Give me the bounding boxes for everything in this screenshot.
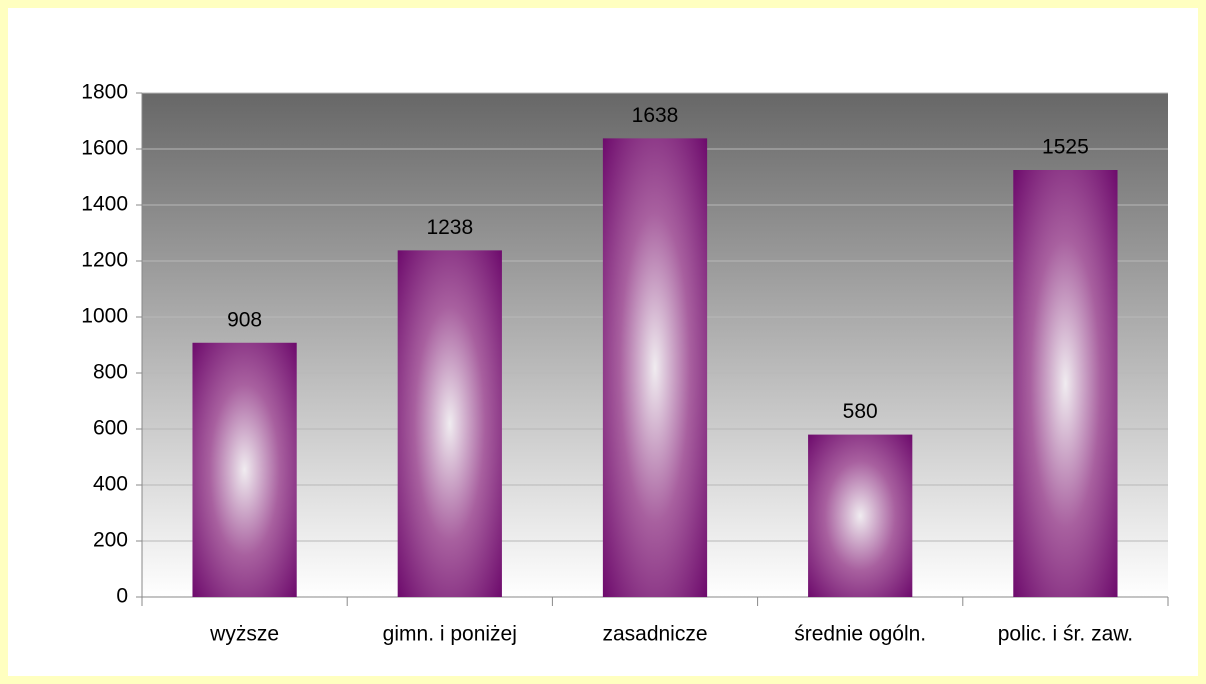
value-label: 908 (227, 308, 262, 331)
bar (397, 250, 502, 598)
y-tick-label: 0 (116, 585, 128, 608)
y-tick-label: 400 (93, 473, 128, 496)
y-tick-label: 800 (93, 361, 128, 384)
x-tick-label: polic. i śr. zaw. (998, 623, 1133, 646)
x-tick-label: zasadnicze (602, 623, 707, 646)
y-tick-label: 600 (93, 417, 128, 440)
y-tick-label: 1200 (81, 249, 128, 272)
bar (602, 138, 708, 598)
y-tick-label: 1000 (81, 305, 128, 328)
y-tick-label: 1400 (81, 193, 128, 216)
value-label: 1525 (1042, 136, 1089, 159)
y-tick-label: 200 (93, 529, 128, 552)
x-tick-label: gimn. i poniżej (383, 623, 517, 646)
y-tick-label: 1800 (81, 81, 128, 104)
x-tick-label: wyższe (209, 623, 279, 646)
value-label: 1638 (632, 104, 679, 127)
bar (192, 342, 297, 597)
bar (1013, 170, 1118, 597)
x-tick-label: średnie ogóln. (794, 623, 926, 646)
value-label: 1238 (426, 216, 473, 239)
value-label: 580 (843, 400, 878, 423)
y-tick-label: 1600 (81, 137, 128, 160)
bar (808, 434, 913, 597)
